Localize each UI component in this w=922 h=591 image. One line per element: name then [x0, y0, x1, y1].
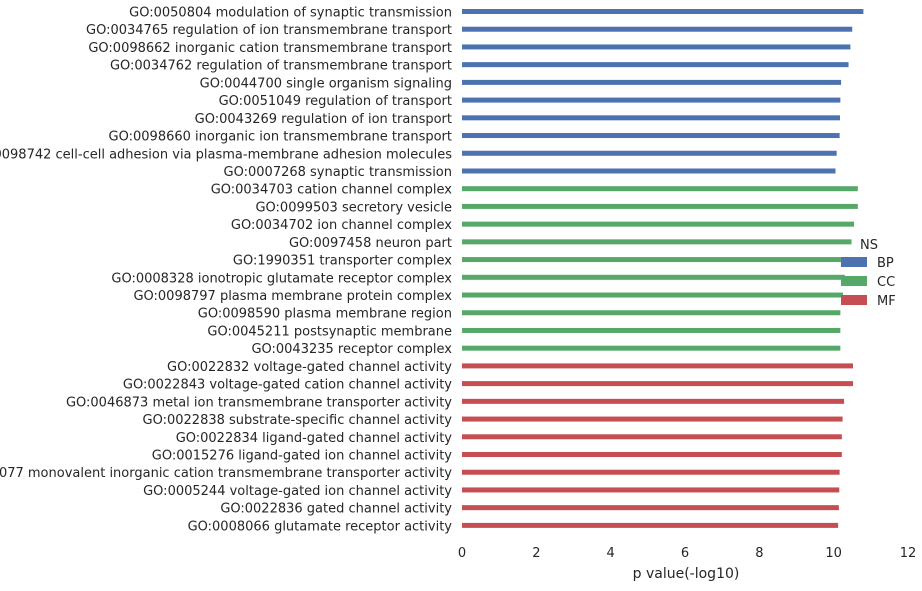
bar-10	[462, 168, 836, 174]
x-tick-label-8: 8	[755, 546, 763, 561]
bar-23	[462, 398, 845, 404]
bars-group	[462, 9, 864, 528]
category-label-15: GO:1990351 transporter complex	[233, 254, 452, 269]
x-tick-label-2: 2	[532, 546, 540, 561]
x-axis-label: p value(-log10)	[633, 566, 740, 582]
x-tick-label-0: 0	[458, 546, 466, 561]
x-tick-label-10: 10	[825, 546, 842, 561]
category-label-23: GO:0046873 metal ion transmembrane trans…	[66, 395, 452, 410]
legend-label-mf: MF	[877, 294, 896, 309]
category-label-11: GO:0034703 cation channel complex	[211, 183, 453, 198]
x-tick-label-6: 6	[681, 546, 689, 561]
category-label-29: GO:0022836 gated channel activity	[220, 502, 452, 517]
category-label-9: GO:0098742 cell-cell adhesion via plasma…	[0, 147, 452, 162]
category-label-12: GO:0099503 secretory vesicle	[255, 200, 452, 215]
bar-26	[462, 452, 842, 457]
category-label-27: GO:0015077 monovalent inorganic cation t…	[0, 466, 452, 481]
bar-14	[462, 239, 852, 245]
legend-swatch-bp	[841, 257, 867, 267]
legend-swatch-cc	[841, 276, 867, 286]
bar-16	[462, 274, 845, 280]
category-label-17: GO:0098797 plasma membrane protein compl…	[133, 289, 452, 304]
category-label-4: GO:0034762 regulation of transmembrane t…	[110, 59, 452, 74]
bar-29	[462, 505, 839, 511]
category-label-26: GO:0015276 ligand-gated ion channel acti…	[152, 449, 453, 464]
bar-21	[462, 363, 853, 369]
category-label-13: GO:0034702 ion channel complex	[231, 218, 452, 233]
legend-swatch-mf	[841, 295, 867, 305]
category-label-24: GO:0022838 substrate-specific channel ac…	[143, 413, 453, 428]
bar-7	[462, 115, 840, 121]
category-label-21: GO:0022832 voltage-gated channel activit…	[167, 360, 452, 375]
bar-27	[462, 469, 840, 475]
bar-15	[462, 257, 851, 263]
bar-3	[462, 44, 851, 50]
bar-8	[462, 133, 840, 139]
x-tick-label-4: 4	[607, 546, 615, 561]
legend-label-bp: BP	[877, 256, 894, 271]
category-label-22: GO:0022843 voltage-gated cation channel …	[123, 378, 452, 393]
bar-4	[462, 62, 849, 68]
category-label-20: GO:0043235 receptor complex	[251, 342, 452, 357]
category-label-25: GO:0022834 ligand-gated channel activity	[176, 431, 453, 446]
bar-30	[462, 522, 839, 528]
bar-6	[462, 97, 841, 103]
bar-24	[462, 416, 843, 422]
legend: NS BP CC MF	[841, 238, 896, 309]
bar-28	[462, 487, 840, 493]
bar-12	[462, 203, 858, 209]
category-label-1: GO:0050804 modulation of synaptic transm…	[129, 6, 452, 21]
category-label-30: GO:0008066 glutamate receptor activity	[188, 519, 453, 534]
bar-2	[462, 26, 853, 32]
category-label-10: GO:0007268 synaptic transmission	[224, 165, 452, 180]
bar-1	[462, 9, 864, 14]
category-label-8: GO:0098660 inorganic ion transmembrane t…	[109, 130, 452, 145]
category-label-14: GO:0097458 neuron part	[289, 236, 452, 251]
x-tick-labels-group: 0 2 4 6 8 10 12	[458, 546, 916, 561]
legend-title: NS	[860, 238, 878, 253]
bar-22	[462, 381, 853, 387]
category-label-28: GO:0005244 voltage-gated ion channel act…	[143, 484, 452, 499]
category-label-2: GO:0034765 regulation of ion transmembra…	[86, 23, 452, 38]
category-label-6: GO:0051049 regulation of transport	[219, 94, 452, 109]
category-labels-group: GO:0050804 modulation of synaptic transm…	[0, 6, 452, 535]
bar-9	[462, 150, 837, 156]
category-label-16: GO:0008328 ionotropic glutamate receptor…	[111, 271, 452, 286]
category-label-19: GO:0045211 postsynaptic membrane	[207, 324, 452, 339]
bar-18	[462, 310, 841, 316]
bar-17	[462, 292, 843, 298]
x-tick-label-12: 12	[900, 546, 917, 561]
bar-13	[462, 221, 855, 227]
bar-20	[462, 345, 841, 351]
category-label-3: GO:0098662 inorganic cation transmembran…	[88, 41, 452, 56]
bar-19	[462, 327, 841, 333]
category-label-18: GO:0098590 plasma membrane region	[198, 307, 452, 322]
bar-5	[462, 79, 842, 85]
bar-25	[462, 434, 842, 440]
category-label-5: GO:0044700 single organism signaling	[200, 76, 452, 91]
legend-label-cc: CC	[877, 275, 895, 290]
bar-11	[462, 186, 858, 192]
category-label-7: GO:0043269 regulation of ion transport	[195, 112, 452, 127]
